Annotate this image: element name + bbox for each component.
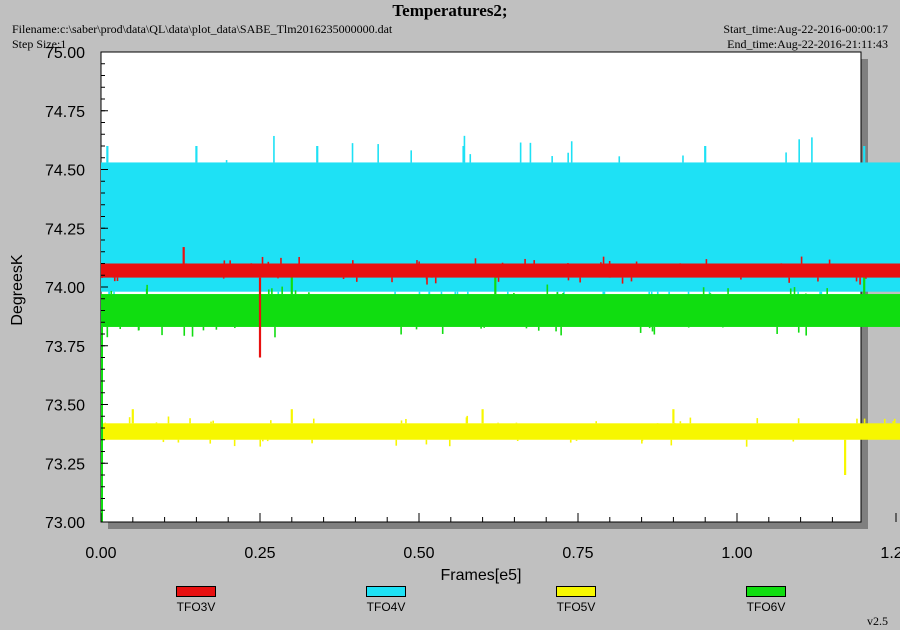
x-axis-label: Frames[e5] [441,567,522,584]
x-tick-label: 0.75 [562,545,593,562]
x-tick-label: 0.25 [244,545,275,562]
legend-item-tfo4v: TFO4V [346,586,426,614]
series-tfo4v [101,135,900,318]
x-tick-label: 0.50 [403,545,434,562]
start-time-label: Start_time:Aug-22-2016-00:00:17 [723,22,888,36]
legend-swatch-tfo6v [746,586,786,597]
series-tfo5v [101,409,900,475]
x-tick-label: 1.00 [721,545,752,562]
y-tick-label: 74.75 [45,104,85,121]
filename-label: Filename:c:\saber\prod\data\QL\data\plot… [12,22,393,36]
y-axis-label: DegreesK [9,254,26,325]
legend-item-tfo3v: TFO3V [156,586,236,614]
end-time-label: End_time:Aug-22-2016-21:11:43 [727,37,888,51]
series-band-tfo5v [101,423,900,440]
step-size-label: Step Size:1 [12,37,67,51]
y-tick-label: 73.75 [45,339,85,356]
y-tick-label: 73.00 [45,515,85,532]
y-tick-label: 74.25 [45,221,85,238]
y-tick-label: 74.50 [45,163,85,180]
legend-swatch-tfo5v [556,586,596,597]
y-tick-label: 73.50 [45,398,85,415]
x-tick-label: 0.00 [85,545,116,562]
version-label: v2.5 [867,614,888,628]
legend-swatch-tfo3v [176,586,216,597]
legend-item-tfo6v: TFO6V [726,586,806,614]
y-tick-label: 74.00 [45,280,85,297]
legend-label-tfo5v: TFO5V [556,600,596,614]
series-tfo3v [101,247,900,358]
y-tick-label: 75.00 [45,45,85,62]
legend-label-tfo6v: TFO6V [746,600,786,614]
legend-label-tfo4v: TFO4V [366,600,406,614]
legend-label-tfo3v: TFO3V [176,600,216,614]
y-tick-label: 73.25 [45,456,85,473]
x-tick-label: 1.25 [880,545,900,562]
chart-title: Temperatures2; [392,1,508,20]
legend-item-tfo5v: TFO5V [536,586,616,614]
axis-layer: 73.00 73.25 73.50 73.75 74.00 74.25 74.50 74.75… [45,45,900,562]
legend-swatch-tfo4v [366,586,406,597]
series-band-tfo6v [101,294,900,327]
series-layer [101,135,900,522]
series-band-tfo3v [101,263,900,278]
